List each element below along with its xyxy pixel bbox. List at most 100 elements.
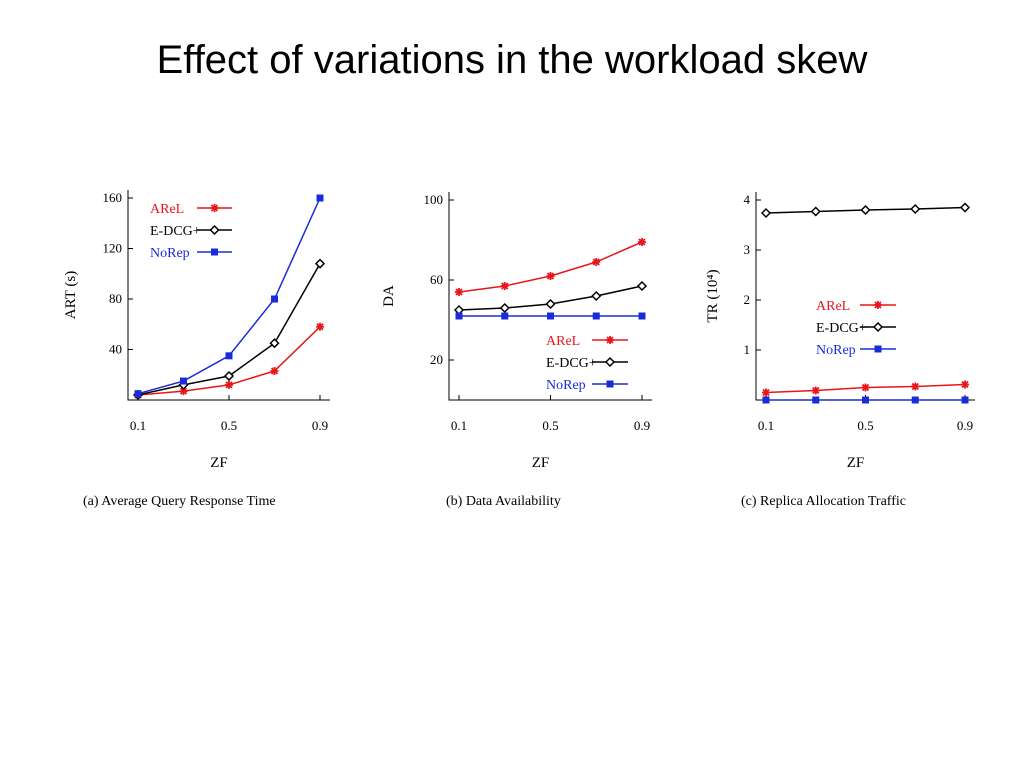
data-point (499, 302, 510, 314)
legend-label: AReL (816, 299, 850, 314)
data-point (225, 380, 233, 389)
legend-marker (874, 345, 882, 353)
data-point (762, 396, 770, 404)
data-point (861, 383, 870, 392)
y-tick-label: 100 (424, 192, 444, 207)
y-tick-label: 20 (430, 352, 443, 367)
y-axis-label: DA (381, 285, 397, 307)
x-tick-label: 0.9 (957, 418, 973, 433)
x-axis-label: ZF (847, 455, 865, 471)
x-axis-label: ZF (210, 455, 228, 471)
legend: AReL E-DCG+ NoRep (546, 334, 628, 393)
chart-caption: (a) Average Query Response Time (83, 494, 276, 509)
y-tick-label: 2 (744, 292, 751, 307)
x-axis-label: ZF (532, 455, 550, 471)
data-point (270, 366, 279, 375)
y-tick-label: 4 (744, 192, 751, 207)
data-point (225, 352, 233, 360)
legend-label: NoRep (816, 343, 856, 358)
data-point (455, 288, 463, 296)
data-point (545, 298, 556, 310)
data-point (910, 203, 921, 215)
chart-b: 20 60 100 0.1 0.5 0.9 ZF DA (b) Data Availabilit… (381, 192, 652, 509)
x-tick-label: 0.5 (221, 418, 237, 433)
data-point (762, 388, 770, 397)
x-tick-label: 0.9 (312, 418, 328, 433)
chart-caption: (c) Replica Allocation Traffic (741, 494, 906, 509)
data-point (314, 258, 326, 269)
data-point (911, 382, 920, 391)
data-point (179, 387, 188, 396)
legend-marker (209, 224, 220, 236)
x-tick-label: 0.5 (857, 418, 873, 433)
data-point (638, 238, 646, 246)
legend-marker (606, 336, 614, 344)
legend-label: E-DCG+ (150, 224, 201, 239)
x-tick-label: 0.9 (634, 418, 650, 433)
data-point (810, 206, 821, 217)
data-point (911, 396, 919, 404)
axis-lines (448, 192, 652, 401)
chart-a: 40 80 120 160 0.1 0.5 0.9 ZF ART (s) (a) Average … (63, 190, 330, 509)
data-point (180, 377, 187, 385)
axis-lines (127, 190, 330, 401)
series-line-arel (458, 241, 643, 293)
legend-marker (606, 380, 614, 388)
legend: AReL E-DCG+ NoRep (816, 299, 896, 358)
data-point (961, 396, 969, 404)
axis-lines (755, 192, 975, 401)
legend-marker (211, 248, 218, 256)
data-point (547, 312, 554, 320)
data-point (316, 194, 324, 202)
y-tick-label: 1 (744, 342, 751, 357)
legend: AReL E-DCG+ NoRep (150, 202, 232, 261)
data-point (591, 290, 602, 302)
data-point (271, 295, 278, 303)
legend-marker (874, 301, 882, 309)
slide-title: Effect of variations in the workload ske… (156, 38, 868, 82)
data-point (223, 370, 235, 382)
legend-label: NoRep (150, 246, 190, 261)
data-point (812, 396, 820, 404)
y-tick-label: 40 (109, 342, 122, 357)
data-point (811, 386, 820, 395)
data-point (500, 282, 509, 290)
chart-caption: (b) Data Availability (446, 494, 561, 509)
data-point (959, 202, 971, 213)
y-axis-label: ART (s) (63, 271, 79, 319)
legend-label: E-DCG+ (546, 356, 597, 371)
data-point (860, 204, 871, 216)
legend-marker (872, 321, 884, 333)
data-point (638, 312, 646, 320)
x-tick-label: 0.5 (542, 418, 558, 433)
data-point (501, 312, 509, 320)
data-point (455, 312, 463, 320)
data-point (316, 322, 324, 331)
x-tick-label: 0.1 (451, 418, 467, 433)
data-point (592, 258, 601, 266)
data-point (134, 390, 142, 398)
x-tick-label: 0.1 (130, 418, 146, 433)
legend-label: AReL (546, 334, 580, 349)
data-point (636, 280, 648, 292)
y-tick-label: 120 (103, 241, 123, 256)
x-tick-label: 0.1 (758, 418, 774, 433)
data-point (592, 312, 600, 320)
y-tick-label: 80 (109, 291, 122, 306)
y-tick-label: 60 (430, 272, 443, 287)
y-tick-label: 3 (744, 242, 751, 257)
data-point (269, 338, 280, 349)
y-tick-label: 160 (103, 190, 123, 205)
data-point (546, 272, 555, 280)
legend-label: E-DCG+ (816, 321, 867, 336)
y-axis-label: TR (10⁴) (705, 269, 721, 322)
data-point (961, 380, 969, 389)
legend-marker (604, 356, 616, 368)
data-point (862, 396, 869, 404)
data-point (760, 207, 772, 219)
legend-label: NoRep (546, 378, 586, 393)
legend-label: AReL (150, 202, 184, 217)
chart-c: 1 2 3 4 0.1 0.5 0.9 ZF TR (10⁴) (c) Replica Alloc… (705, 192, 975, 509)
legend-marker (210, 204, 219, 212)
